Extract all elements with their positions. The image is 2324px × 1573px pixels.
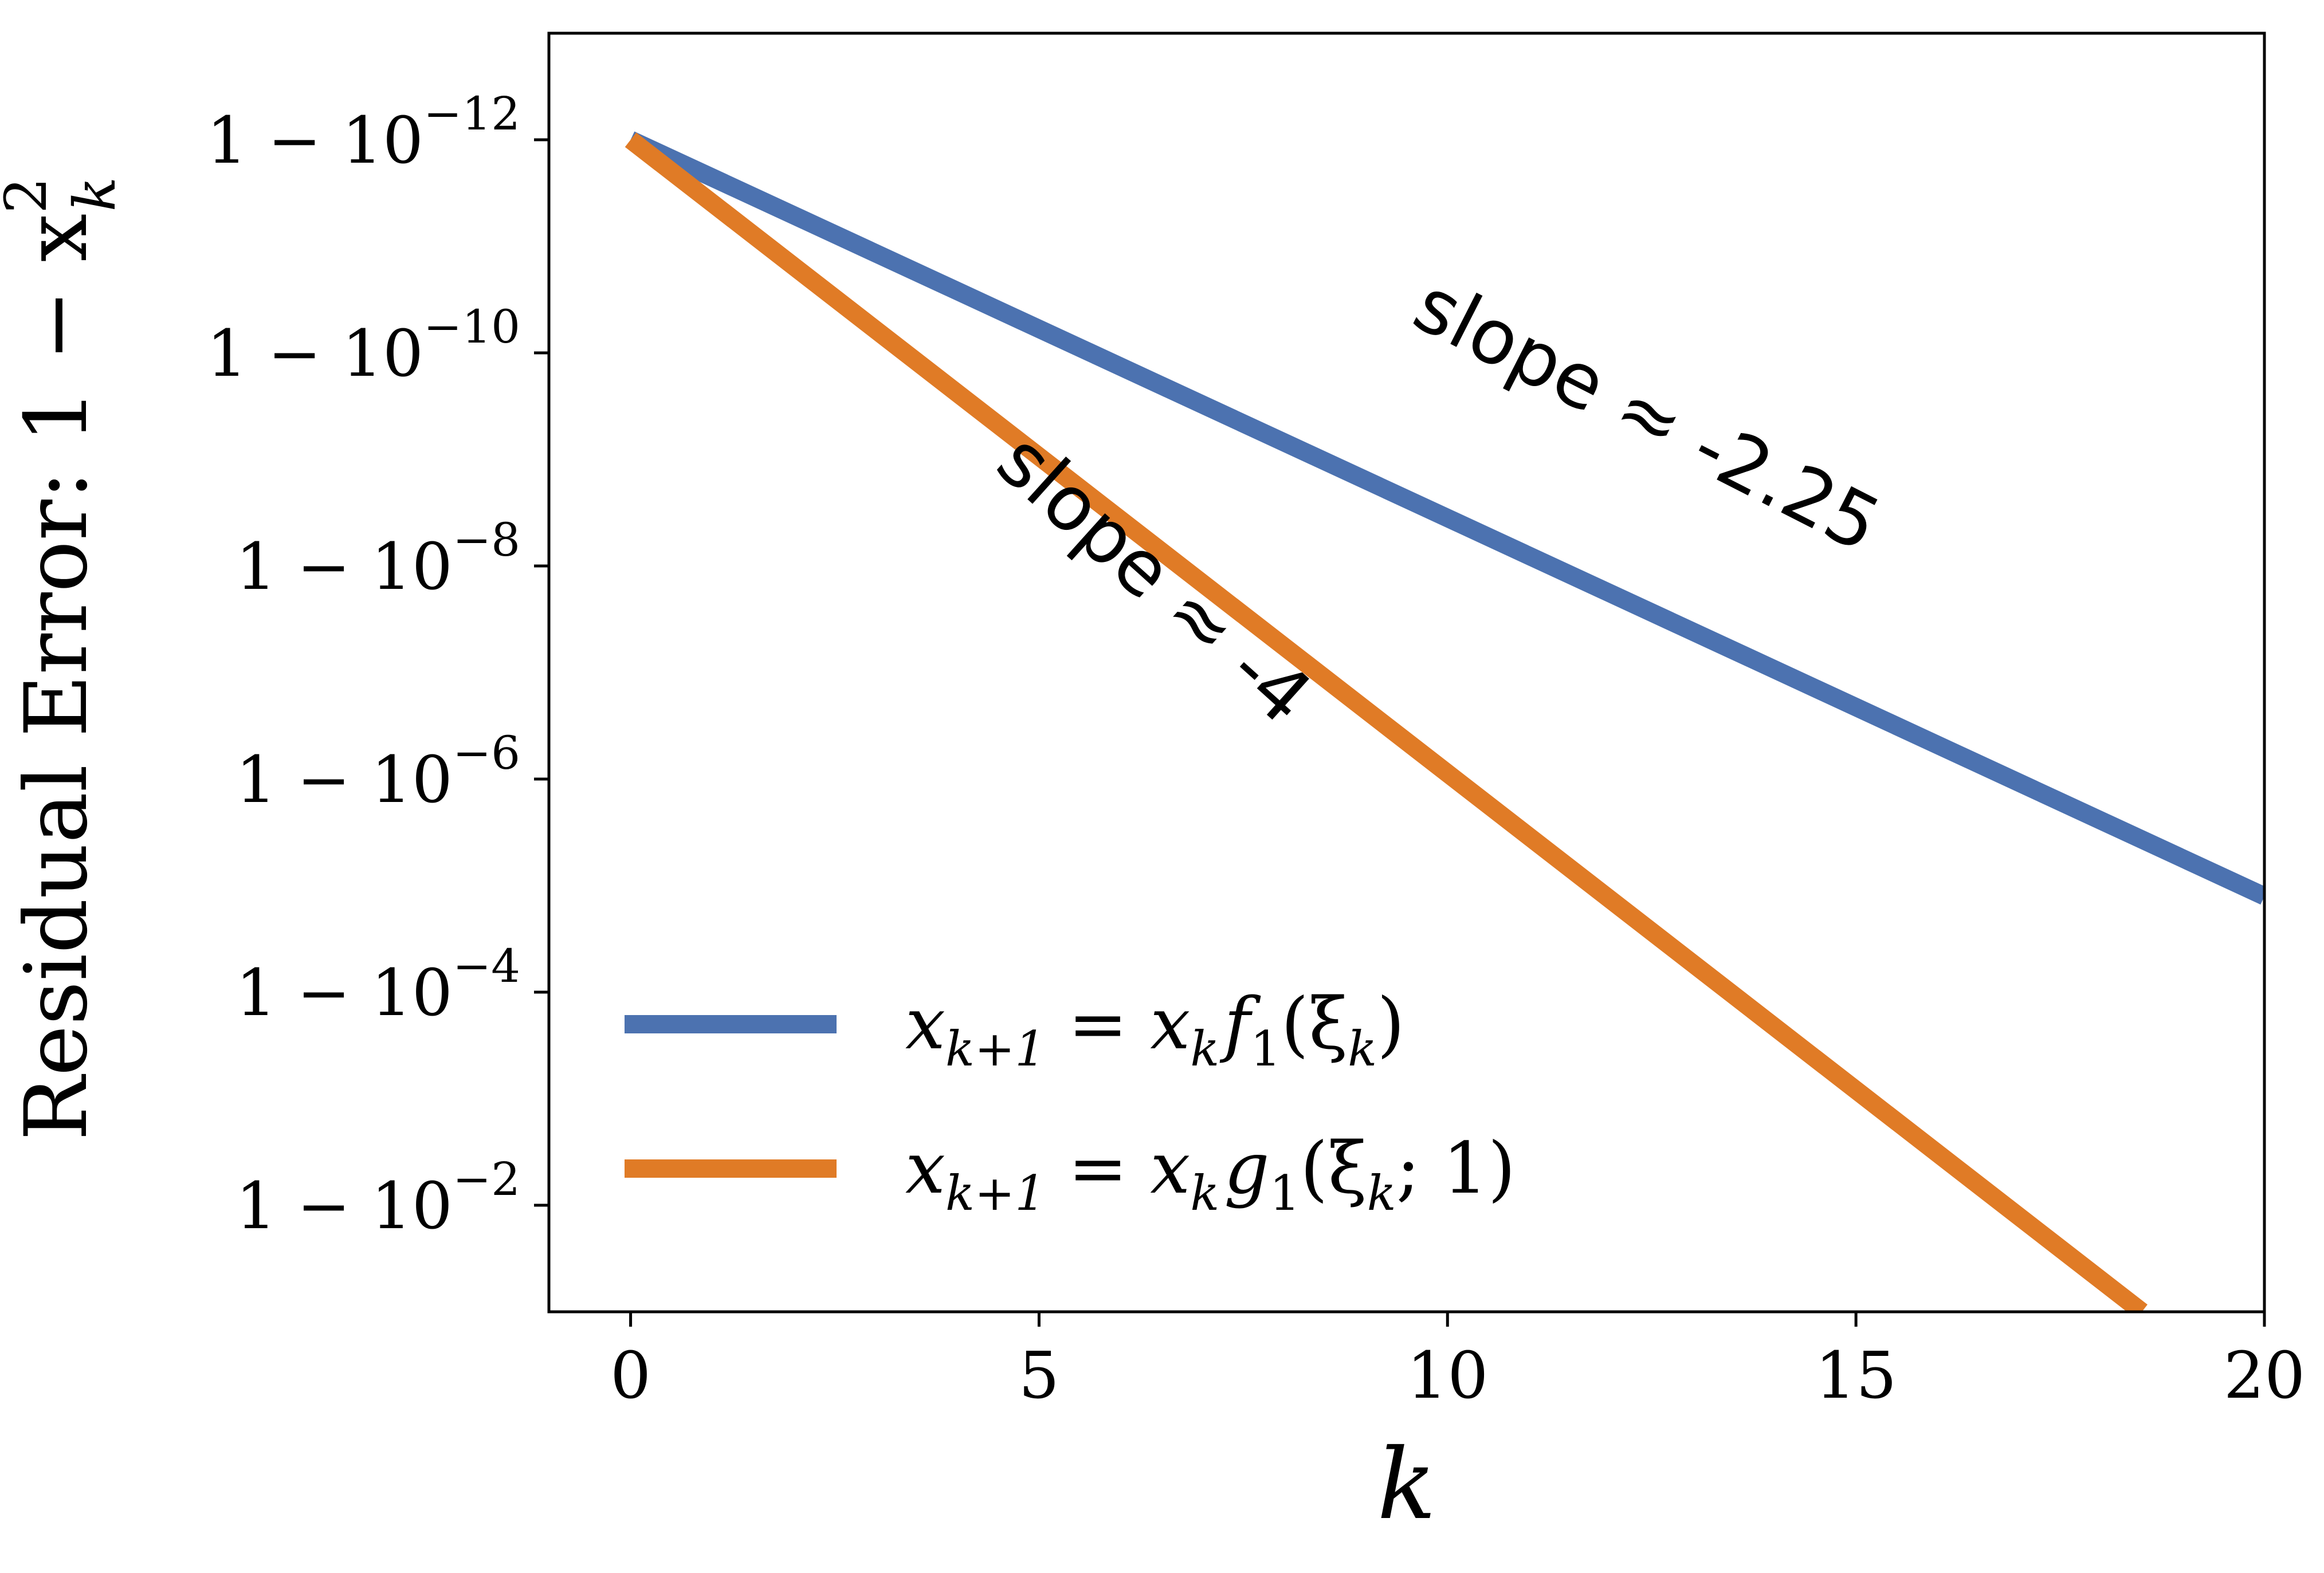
- legend-label-2: xk+1 = xkg1(ξk; 1): [905, 1127, 1516, 1221]
- series-line-2: [625, 132, 2148, 1312]
- y-tick-label: 1 − 10−2: [235, 1153, 520, 1244]
- x-tick-label: 20: [2224, 1339, 2306, 1413]
- y-tick-label: 1 − 10−10: [206, 300, 520, 391]
- y-tick-label: 1 − 10−12: [206, 87, 520, 178]
- ticks-layer: 0 5 10 15 20 1 − 10−12 1 − 10−10 1 − 10−8 1 − 10…: [206, 87, 2305, 1413]
- x-tick-label: 10: [1407, 1339, 1489, 1413]
- legend-label-1: xk+1 = xkf1(ξk): [905, 983, 1405, 1077]
- axes-layer: [547, 32, 2266, 1314]
- y-tick-label: 1 − 10−8: [235, 513, 520, 604]
- x-tick-label: 15: [1815, 1339, 1897, 1413]
- slope-annotation-2: slope ≈ -4: [980, 416, 1328, 742]
- legend: xk+1 = xkf1(ξk) xk+1 = xkg1(ξk; 1): [625, 983, 1516, 1221]
- y-axis-label: Residual Error: 1 − x2k: [0, 177, 128, 1141]
- axis-labels: k Residual Error: 1 − x2k: [0, 177, 1436, 1541]
- y-tick-label: 1 − 10−6: [235, 726, 520, 817]
- axes-frame: [547, 32, 2266, 1314]
- series-layer: [625, 131, 2264, 1312]
- x-tick-label: 0: [610, 1339, 651, 1413]
- x-axis-label: k: [1377, 1428, 1436, 1541]
- series-line-1: [626, 131, 2264, 905]
- y-tick-label: 1 − 10−4: [235, 939, 520, 1031]
- x-tick-label: 5: [1019, 1339, 1059, 1413]
